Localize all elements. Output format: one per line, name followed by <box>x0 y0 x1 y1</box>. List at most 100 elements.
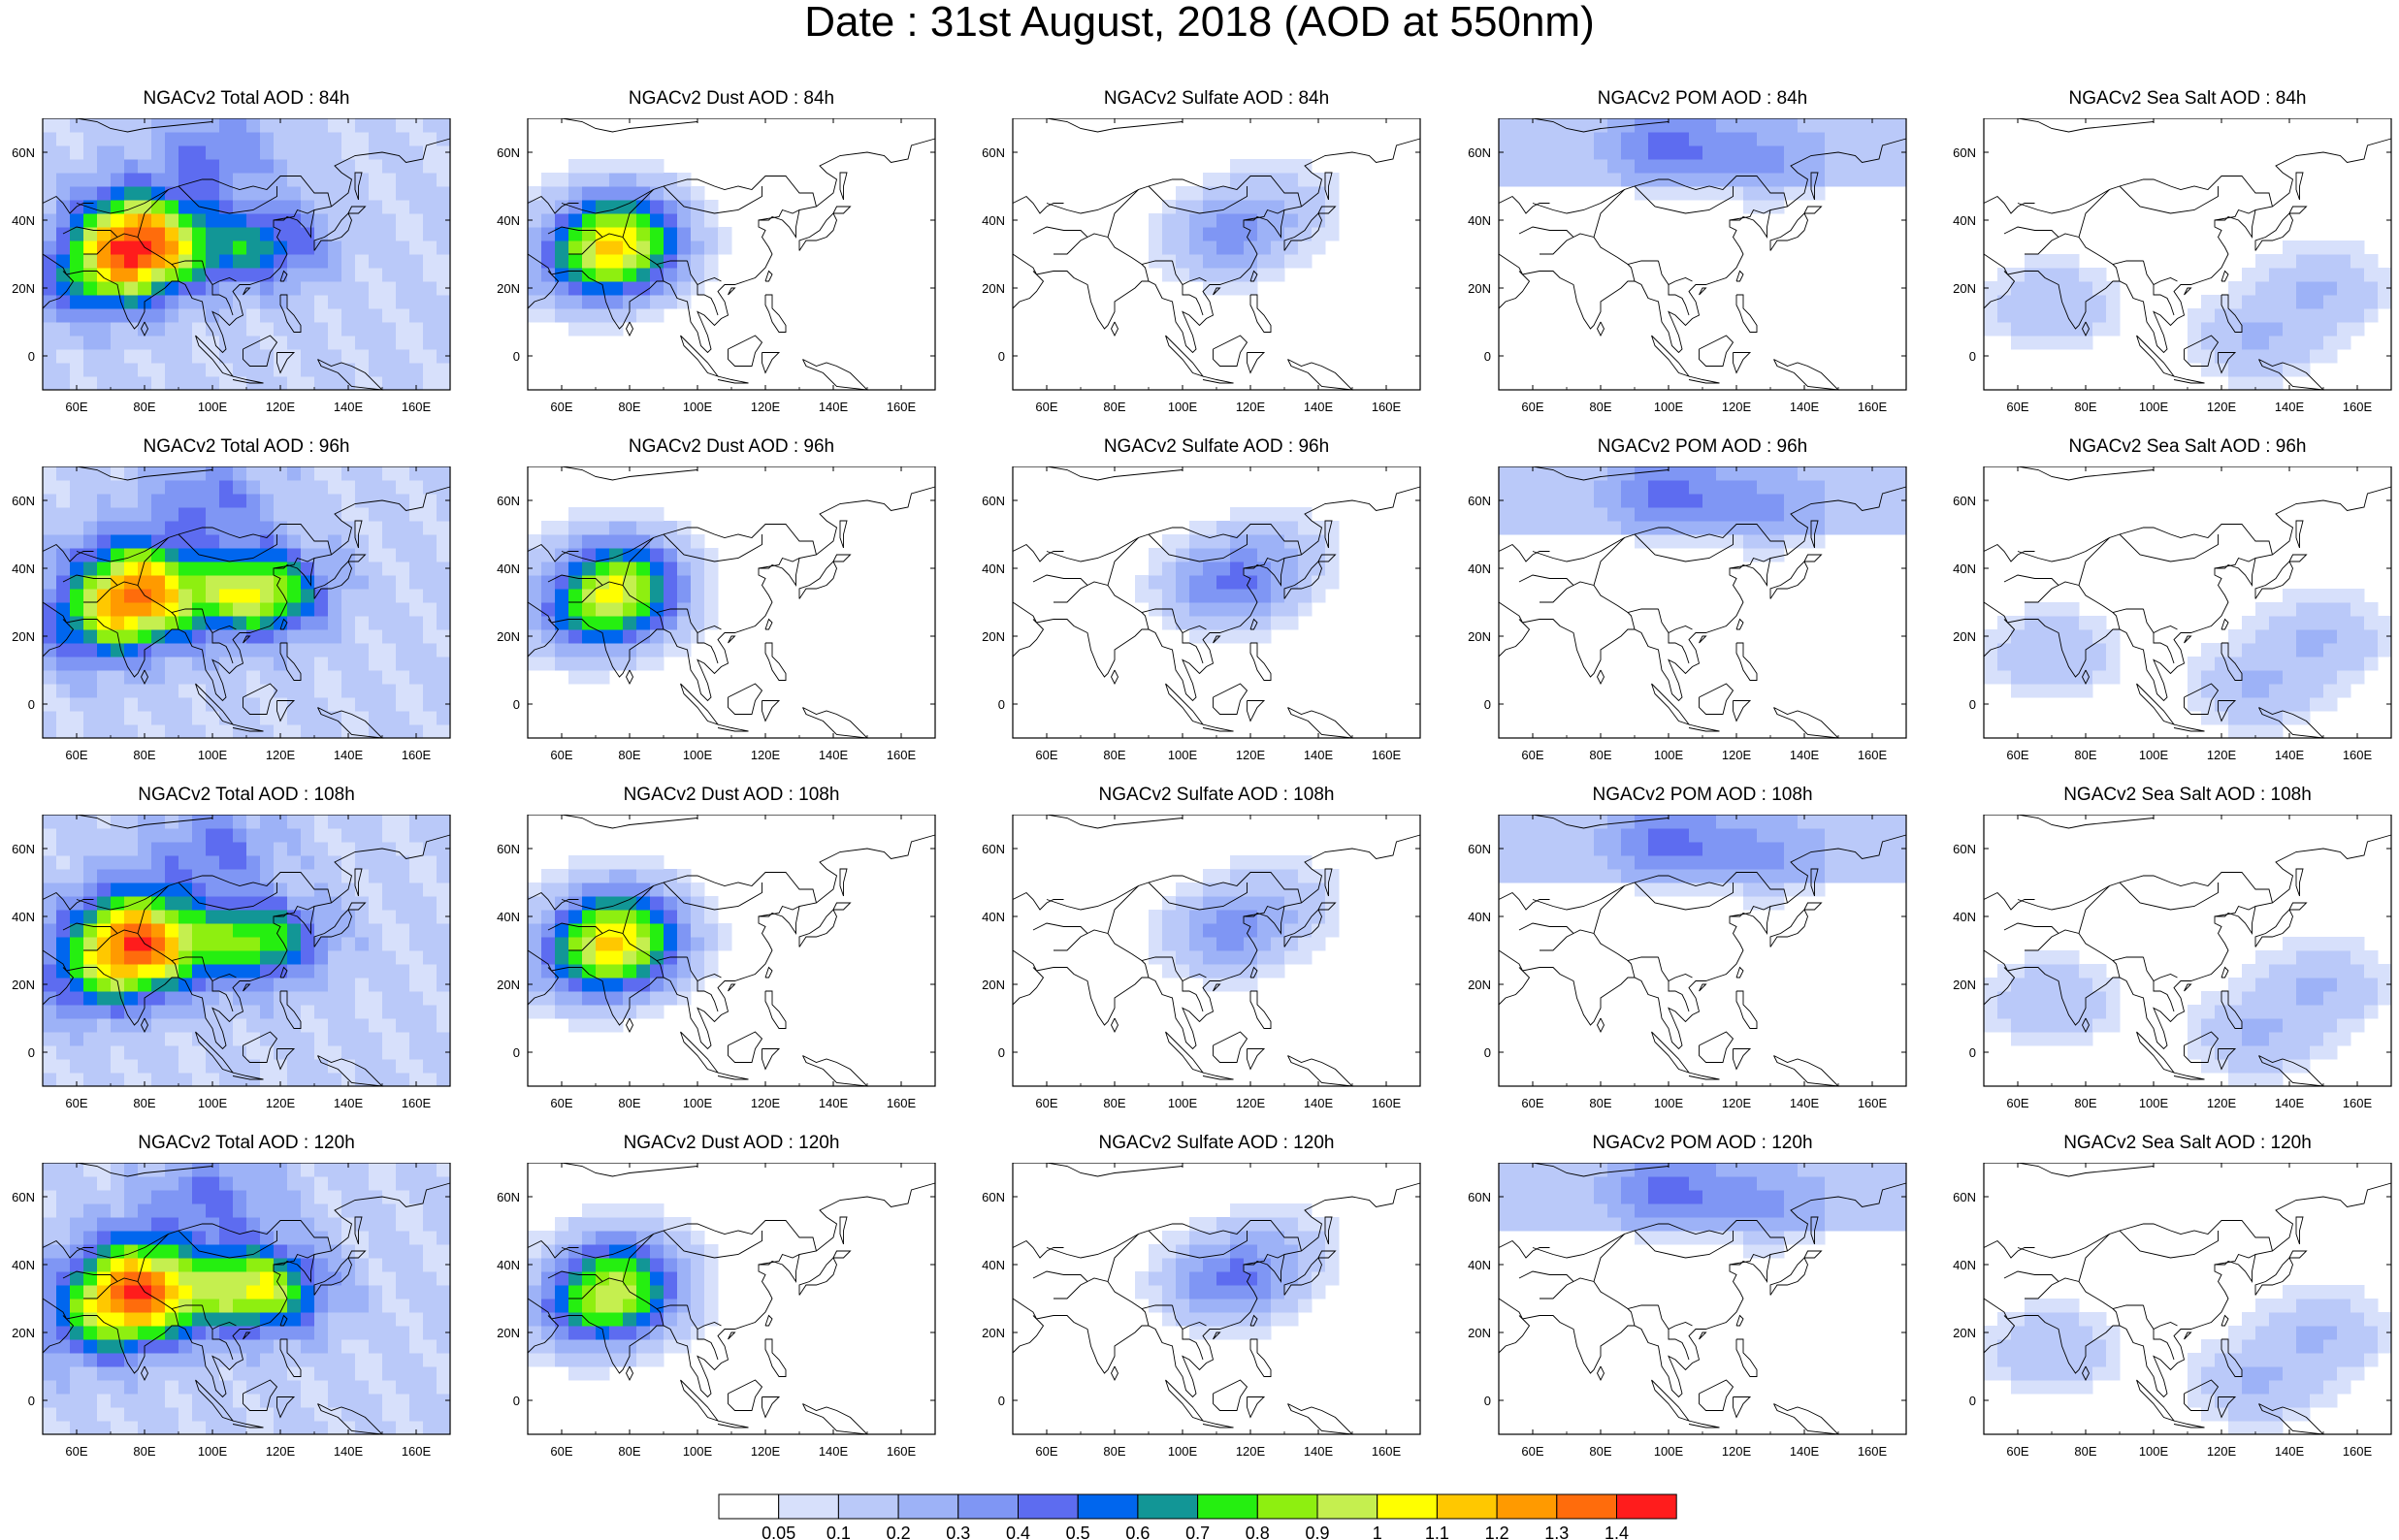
coastline <box>1688 1072 1720 1080</box>
aod-cell <box>718 923 732 938</box>
aod-cell <box>314 227 329 241</box>
aod-cell <box>124 1176 139 1191</box>
aod-cell <box>70 186 84 201</box>
coastline <box>171 960 179 979</box>
aod-cell <box>1244 589 1258 603</box>
aod-cell <box>2025 978 2039 992</box>
aod-cell <box>396 724 410 739</box>
aod-cell <box>437 815 451 829</box>
aod-cell <box>70 1339 84 1354</box>
aod-cell <box>704 602 719 617</box>
aod-cell <box>1594 173 1608 187</box>
aod-cell <box>2323 937 2338 951</box>
aod-cell <box>2038 950 2053 965</box>
aod-cell <box>1757 548 1771 562</box>
aod-cell <box>2337 1018 2351 1033</box>
aod-cell <box>396 842 410 856</box>
aod-cell <box>124 159 139 174</box>
aod-cell <box>2337 991 2351 1006</box>
aod-cell <box>355 589 370 603</box>
aod-cell <box>2337 629 2351 644</box>
aod-cell <box>1648 145 1663 160</box>
aod-cell <box>555 991 569 1006</box>
aod-cell <box>2052 602 2066 617</box>
aod-cell <box>1689 507 1703 522</box>
aod-cell <box>2283 950 2297 965</box>
aod-cell <box>355 254 370 269</box>
aod-cell <box>246 1163 261 1177</box>
aod-cell <box>1499 842 1513 856</box>
aod-cell <box>328 336 342 350</box>
aod-cell <box>165 1421 179 1435</box>
aod-cell <box>314 991 329 1006</box>
coastline <box>42 543 94 562</box>
aod-cell <box>314 896 329 911</box>
aod-cell <box>97 200 112 214</box>
aod-cell <box>83 1073 98 1087</box>
aod-cell <box>609 937 624 951</box>
lon-label: 60E <box>1521 1096 1543 1110</box>
aod-cell <box>2025 964 2039 979</box>
aod-cell <box>1594 159 1608 174</box>
aod-cell <box>396 227 410 241</box>
aod-cell <box>636 978 651 992</box>
lon-label: 120E <box>266 1096 296 1110</box>
aod-cell <box>1852 159 1866 174</box>
aod-cell <box>691 964 705 979</box>
aod-cell <box>341 118 356 133</box>
lon-label: 100E <box>2139 748 2169 762</box>
aod-cell <box>83 842 98 856</box>
aod-cell <box>328 697 342 712</box>
aod-cell <box>124 964 139 979</box>
aod-cell <box>437 466 451 481</box>
aod-cell <box>1784 480 1799 495</box>
aod-cell <box>206 1312 220 1327</box>
aod-cell <box>2337 937 2351 951</box>
aod-cell <box>2188 336 2202 350</box>
aod-cell <box>596 548 610 562</box>
aod-cell <box>260 322 275 337</box>
aod-cell <box>233 494 247 508</box>
aod-cell <box>1189 602 1204 617</box>
aod-cell <box>56 281 71 296</box>
aod-cell <box>233 1244 247 1259</box>
aod-cell <box>1312 173 1326 187</box>
aod-cell <box>56 1366 71 1381</box>
aod-cell <box>341 991 356 1006</box>
aod-cell <box>111 322 125 337</box>
aod-cell <box>623 602 637 617</box>
aod-cell <box>1702 815 1717 829</box>
aod-cell <box>328 978 342 992</box>
aod-cell <box>56 494 71 508</box>
aod-cell <box>111 548 125 562</box>
aod-cell <box>206 991 220 1006</box>
aod-cell <box>1189 923 1204 938</box>
lat-label: 60N <box>12 842 35 856</box>
lon-label: 140E <box>819 748 849 762</box>
aod-cell <box>423 173 438 187</box>
aod-cell <box>664 978 678 992</box>
coastline <box>1141 264 1150 282</box>
aod-cell <box>314 589 329 603</box>
aod-cell <box>178 684 193 698</box>
aod-cell <box>1230 241 1245 255</box>
aod-cell <box>423 670 438 685</box>
lon-label: 120E <box>266 400 296 414</box>
aod-cell <box>83 1339 98 1354</box>
aod-cell <box>437 670 451 685</box>
aod-cell <box>1865 159 1880 174</box>
aod-cell <box>83 548 98 562</box>
aod-cell <box>2092 629 2107 644</box>
coastline <box>764 618 773 630</box>
coastline <box>1773 1055 1840 1087</box>
aod-cell <box>1607 815 1622 829</box>
aod-cell <box>287 616 302 630</box>
aod-cell <box>437 227 451 241</box>
aod-cell <box>1621 521 1636 535</box>
aod-cell <box>83 1366 98 1381</box>
aod-cell <box>111 1059 125 1074</box>
aod-cell <box>1675 466 1690 481</box>
aod-cell <box>2215 1005 2229 1019</box>
